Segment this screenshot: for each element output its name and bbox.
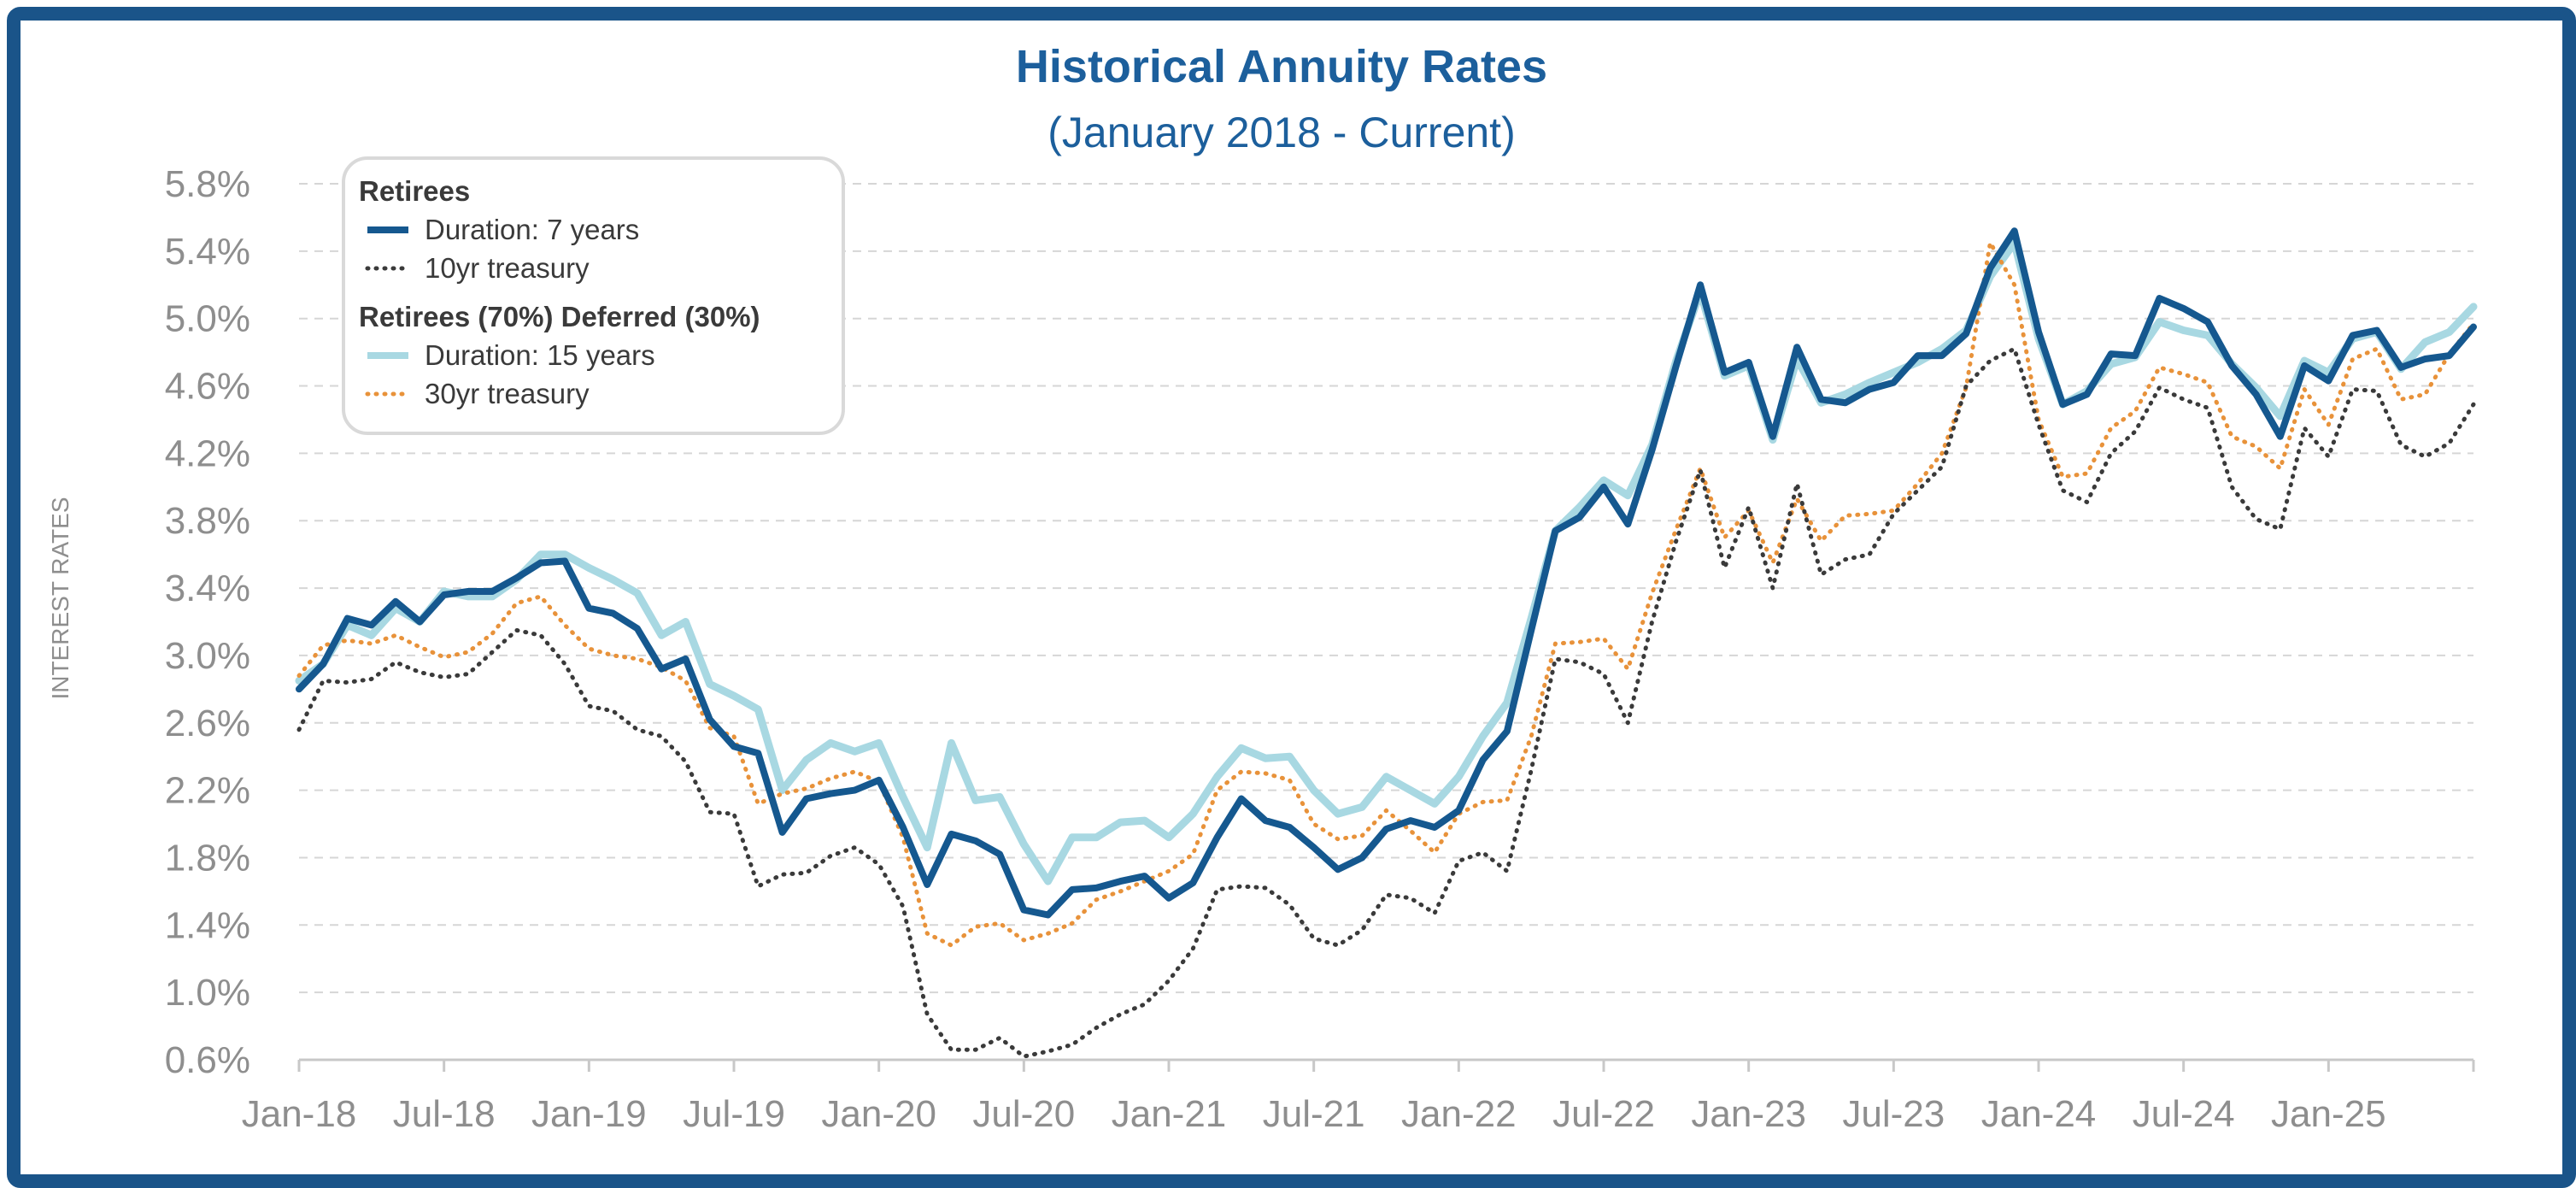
x-tick-label: Jan-21 [1112,1093,1227,1135]
y-tick-label: 3.4% [165,568,250,609]
y-axis-label: INTEREST RATES [47,497,73,699]
y-tick-label: 5.0% [165,298,250,340]
y-tick-label: 5.8% [165,163,250,205]
x-tick-label: Jan-23 [1691,1093,1806,1135]
legend-entry-label: 30yr treasury [425,378,590,409]
x-tick-label: Jul-24 [2133,1093,2235,1135]
x-tick-label: Jul-19 [683,1093,785,1135]
y-tick-label: 2.2% [165,770,250,812]
legend-box [342,156,845,435]
grid-lines [299,183,2473,1062]
y-tick-label: 1.8% [165,837,250,879]
x-tick-label: Jan-18 [242,1093,357,1135]
series-line-1 [296,227,2477,919]
legend: Retirees Duration: 7 years 10yr treasury Re… [342,156,845,435]
y-tick-label: 4.2% [165,432,250,474]
x-tick-label: Jul-18 [393,1093,496,1135]
x-tick-label: Jan-22 [1401,1093,1517,1135]
x-tick-labels: Jan-18 Jul-18 Jan-19 Jul-19 Jan-20 Jul-20 Jan-… [242,1060,2475,1135]
y-tick-label: 3.8% [165,500,250,542]
x-tick-label: Jan-25 [2271,1093,2386,1135]
series-line-3 [295,238,2478,885]
y-tick-label: 4.6% [165,366,250,408]
y-tick-labels: 5.8% 5.4% 5.0% 4.6% 4.2% 3.8% 3.4% 3.0% 2.6% 2.2%… [165,163,250,1081]
legend-group-heading: Retirees [359,175,470,207]
y-tick-label: 3.0% [165,635,250,677]
legend-entry-label: Duration: 7 years [425,214,639,245]
y-tick-label: 1.0% [165,972,250,1014]
y-tick-label: 5.4% [165,231,250,273]
y-tick-label: 0.6% [165,1039,250,1081]
x-tick-label: Jan-19 [531,1093,647,1135]
legend-group-heading: Retirees (70%) Deferred (30%) [359,301,760,332]
x-tick-label: Jul-22 [1552,1093,1655,1135]
series-line-4 [296,240,2476,948]
x-tick-label: Jan-24 [1981,1093,2097,1135]
x-tick-label: Jul-20 [972,1093,1075,1135]
series-line-2 [296,346,2476,1059]
legend-entry-label: 10yr treasury [425,252,590,284]
y-tick-label: 2.6% [165,703,250,744]
x-tick-label: Jul-23 [1842,1093,1945,1135]
chart-subtitle: (January 2018 - Current) [1047,109,1515,156]
legend-entry-label: Duration: 15 years [425,339,655,371]
chart-title: Historical Annuity Rates [1016,41,1547,92]
series-lines [295,227,2478,1059]
y-tick-label: 1.4% [165,904,250,946]
x-tick-label: Jan-20 [821,1093,936,1135]
x-tick-label: Jul-21 [1263,1093,1365,1135]
